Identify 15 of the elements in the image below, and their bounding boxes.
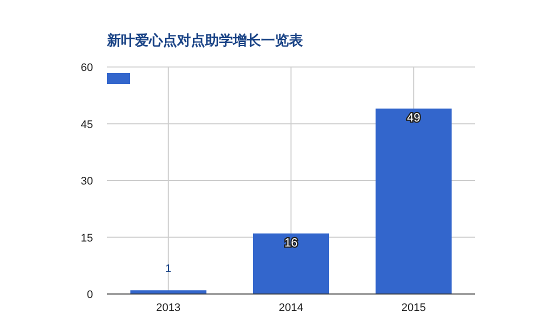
- chart-title: 新叶爱心点对点助学增长一览表: [106, 32, 304, 48]
- bar: [252, 233, 330, 294]
- y-tick-label: 30: [80, 176, 93, 188]
- x-tick-label: 2015: [401, 302, 426, 314]
- y-tick-label: 60: [80, 62, 93, 74]
- y-tick-label: 0: [86, 289, 93, 301]
- bar: [130, 290, 206, 294]
- bar: [376, 108, 452, 294]
- x-tick-label: 2013: [156, 302, 181, 314]
- data-label: 1: [165, 263, 172, 276]
- x-tick-label: 2014: [278, 302, 304, 314]
- y-tick-label: 45: [80, 118, 93, 131]
- y-tick-label: 15: [80, 232, 93, 244]
- data-label: 49: [406, 110, 421, 125]
- data-label: 16: [284, 235, 298, 250]
